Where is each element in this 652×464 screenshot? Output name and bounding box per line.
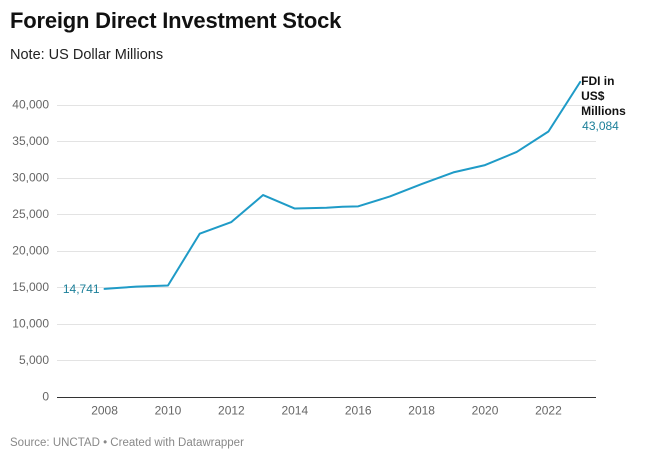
x-tick-label: 2010	[155, 404, 182, 418]
chart-title: Foreign Direct Investment Stock	[10, 8, 342, 33]
x-tick-label: 2012	[218, 404, 245, 418]
y-tick-label: 15,000	[12, 280, 49, 294]
data-point	[388, 194, 392, 198]
data-point	[546, 130, 550, 134]
x-tick-label: 2022	[535, 404, 562, 418]
series	[103, 80, 582, 291]
data-point	[198, 232, 202, 236]
y-tick-label: 20,000	[12, 244, 49, 258]
data-point	[229, 220, 233, 224]
x-tick-label: 2008	[91, 404, 118, 418]
data-point	[261, 193, 265, 197]
chart-subtitle: Note: US Dollar Millions	[10, 47, 164, 63]
data-point	[103, 287, 107, 291]
axes: 0 5,000 10,000 15,000 20,000 25,000 30,000 35,0…	[12, 98, 596, 418]
x-tick-label: 2018	[408, 404, 435, 418]
series-line	[103, 80, 582, 290]
y-tick-label: 5,000	[19, 353, 49, 367]
y-tick-label: 30,000	[12, 171, 49, 185]
data-point	[420, 182, 424, 186]
x-tick-label: 2016	[345, 404, 372, 418]
x-tick-label: 2014	[281, 404, 308, 418]
data-point	[515, 150, 519, 154]
data-point	[293, 207, 297, 211]
data-point	[483, 163, 487, 167]
gridlines	[57, 105, 596, 361]
data-point	[134, 285, 138, 289]
y-tick-label: 40,000	[12, 98, 49, 112]
end-value-label: 43,084	[582, 119, 619, 133]
source-note: Source: UNCTAD • Created with Datawrappe…	[10, 437, 244, 449]
start-value-label: 14,741	[63, 282, 100, 296]
data-point	[118, 286, 122, 290]
data-point	[166, 284, 170, 288]
data-point	[451, 170, 455, 174]
data-point	[356, 204, 360, 208]
data-point	[340, 205, 344, 209]
y-tick-label: 35,000	[12, 134, 49, 148]
series-name-label: FDI in US$ Millions	[581, 74, 626, 118]
x-tick-label: 2020	[472, 404, 499, 418]
y-tick-label: 10,000	[12, 317, 49, 331]
y-tick-label: 0	[42, 390, 49, 404]
y-tick-label: 25,000	[12, 207, 49, 221]
data-point	[325, 206, 329, 210]
